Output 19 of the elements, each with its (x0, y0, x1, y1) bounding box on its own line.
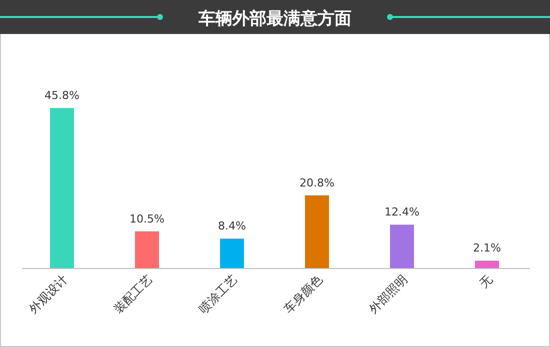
x-tick-label: 车身颜色 (281, 272, 326, 316)
bar (135, 231, 159, 268)
data-label: 8.4% (218, 220, 246, 233)
x-tick-label: 外部照明 (366, 272, 410, 316)
bar (390, 224, 414, 268)
bar (50, 108, 74, 268)
data-label: 20.8% (300, 176, 334, 190)
bar (305, 195, 329, 268)
x-tick-label: 装配工艺 (111, 272, 156, 316)
data-label: 45.8% (44, 89, 80, 102)
chart-title: 车辆外部最满意方面 (198, 9, 352, 29)
x-tick-label: 无 (476, 272, 496, 291)
x-tick-label: 外观设计 (26, 272, 70, 316)
bar (220, 238, 244, 268)
data-label: 2.1% (473, 242, 501, 255)
data-label: 12.4% (384, 206, 420, 219)
bar (475, 260, 499, 268)
data-label: 10.5% (130, 212, 164, 226)
x-tick-label: 喷涂工艺 (196, 272, 240, 316)
